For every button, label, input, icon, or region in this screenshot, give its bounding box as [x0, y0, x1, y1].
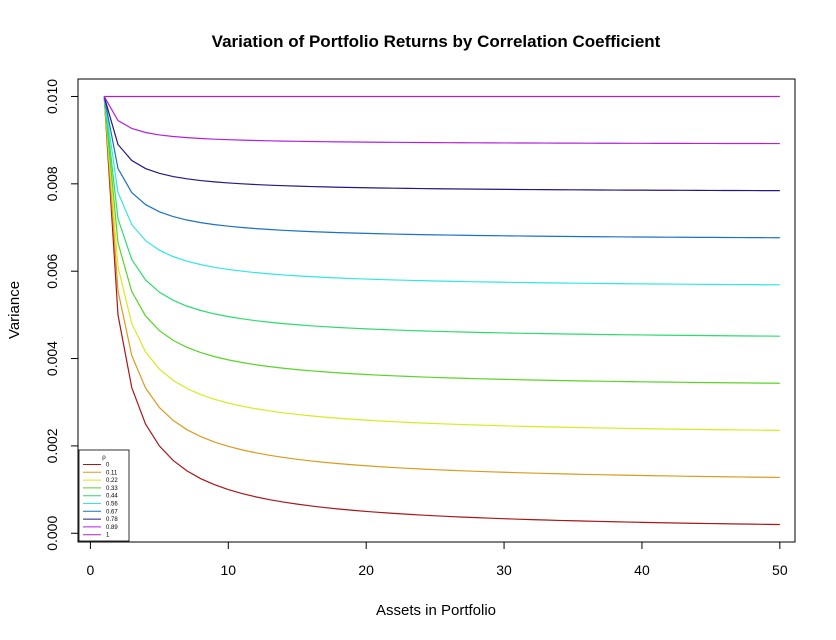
legend-label: 1: [106, 533, 110, 539]
y-tick-label: 0.008: [44, 166, 60, 201]
series-line-0: [103, 96, 780, 526]
x-tick-label: 50: [772, 562, 788, 578]
x-tick-label: 0: [87, 562, 95, 578]
legend-label: 0: [106, 463, 110, 469]
chart-title: Variation of Portfolio Returns by Correl…: [212, 32, 661, 51]
legend-label: 0.67: [106, 509, 118, 515]
plot-frame: [77, 78, 796, 543]
series-line-0-11: [103, 96, 780, 479]
legend-label: 0.89: [106, 525, 118, 531]
y-tick-label: 0.004: [44, 341, 60, 376]
legend-label: 0.33: [106, 486, 118, 492]
y-tick-label: 0.010: [44, 79, 60, 114]
y-axis: 0.000 0.002 0.004 0.006 0.008 0.010: [44, 79, 79, 551]
x-axis: 0 10 20 30 40 50: [87, 541, 788, 578]
series-line-0-89: [103, 96, 780, 145]
legend-label: 0.56: [106, 502, 118, 508]
legend-title: ρ: [102, 455, 106, 461]
legend-label: 0.44: [106, 494, 118, 500]
legend-label: 0.78: [106, 517, 118, 523]
y-axis-title: Variance: [6, 281, 23, 339]
x-axis-title: Assets in Portfolio: [376, 602, 496, 619]
x-tick-label: 40: [634, 562, 650, 578]
series-line-0-44: [103, 96, 780, 337]
y-tick-label: 0.002: [44, 428, 60, 463]
series-line-0-33: [103, 96, 780, 384]
series-line-0-67: [103, 96, 780, 239]
y-tick-label: 0.000: [44, 516, 60, 551]
y-tick-label: 0.006: [44, 253, 60, 288]
x-tick-label: 10: [221, 562, 237, 578]
series-line-0-56: [103, 96, 780, 286]
series-line-0-78: [103, 96, 780, 192]
x-tick-label: 30: [496, 562, 512, 578]
legend-label: 0.11: [106, 470, 118, 476]
x-tick-label: 20: [358, 562, 374, 578]
legend-label: 0.22: [106, 478, 118, 484]
series-lines: [103, 95, 780, 526]
legend: ρ 00.11 0.22 0.33 0.44 0.560.67 0.78 0.89 1: [78, 449, 130, 542]
series-line-0-22: [103, 96, 780, 431]
